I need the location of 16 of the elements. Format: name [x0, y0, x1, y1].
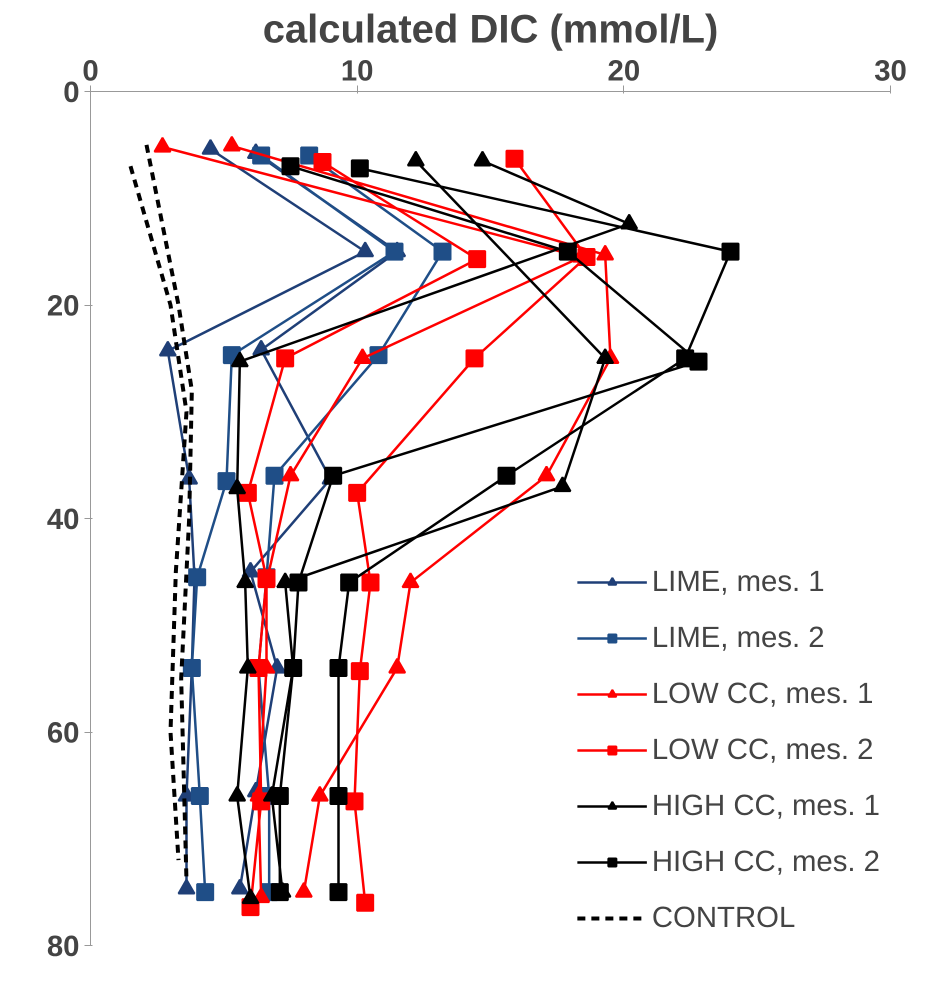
legend-label: LOW CC, mes. 1: [652, 677, 874, 711]
y-tick-label: 80: [46, 930, 80, 963]
legend-label: HIGH CC, mes. 2: [652, 845, 880, 879]
x-tick-label: 20: [608, 54, 640, 88]
x-tick-label: 10: [340, 54, 374, 88]
legend-label: LOW CC, mes. 2: [652, 733, 874, 767]
legend-label: CONTROL: [652, 901, 796, 935]
legend-label: LIME, mes. 1: [652, 565, 825, 599]
legend-label: HIGH CC, mes. 1: [652, 789, 880, 823]
legend-label: LIME, mes. 2: [652, 621, 825, 655]
chart-title: calculated DIC (mmol/L): [262, 8, 718, 52]
y-tick-label: 20: [46, 290, 80, 322]
y-tick-label: 60: [46, 716, 80, 750]
x-tick-label: 30: [874, 54, 907, 88]
y-tick-label: 40: [46, 503, 80, 536]
y-tick-label: 0: [63, 76, 80, 109]
